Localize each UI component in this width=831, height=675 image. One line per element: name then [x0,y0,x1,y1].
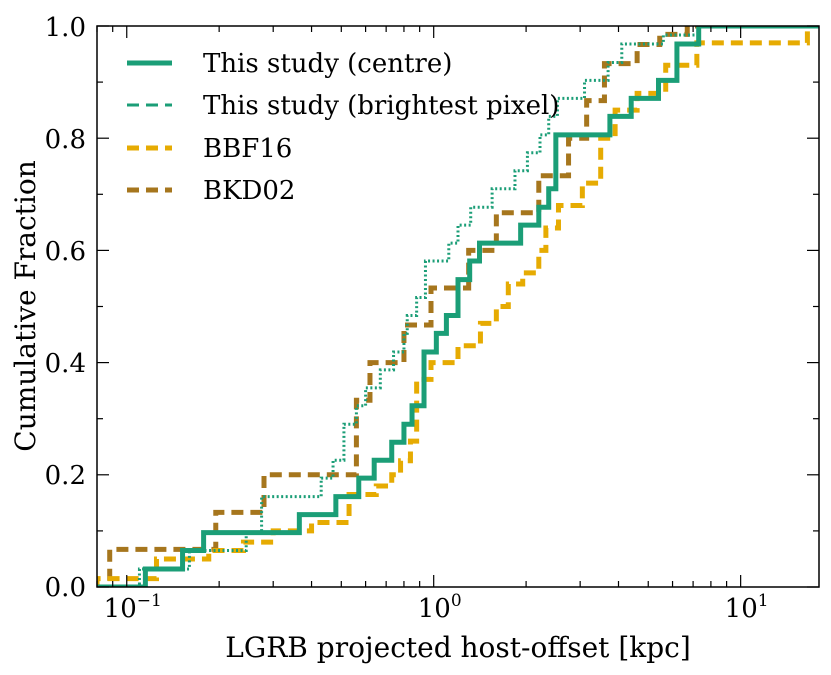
legend-label: BKD02 [203,176,295,206]
axis-ticks [96,25,819,588]
y-tick-label: 0.4 [45,349,86,379]
x-axis-label: LGRB projected host-offset [kpc] [225,631,691,664]
y-tick-label: 0.2 [45,461,86,491]
y-tick-label: 0.6 [45,237,86,267]
legend: This study (centre) This study (brightes… [127,49,559,206]
legend-label: This study (brightest pixel) [203,91,559,121]
x-tick-label: 10−1 [104,591,162,624]
series-line-0 [97,26,819,587]
y-axis-label: Cumulative Fraction [9,160,42,451]
series-line-3 [97,26,819,587]
series-line-1 [97,26,819,587]
y-tick-label: 0.0 [45,573,86,603]
legend-label: This study (centre) [203,49,452,79]
legend-label: BBF16 [203,134,292,164]
x-tick-label: 100 [418,591,462,624]
y-tick-label: 0.8 [45,125,86,155]
x-tick-label: 101 [725,591,769,624]
y-tick-label: 1.0 [45,13,86,43]
series-lines [97,26,819,587]
